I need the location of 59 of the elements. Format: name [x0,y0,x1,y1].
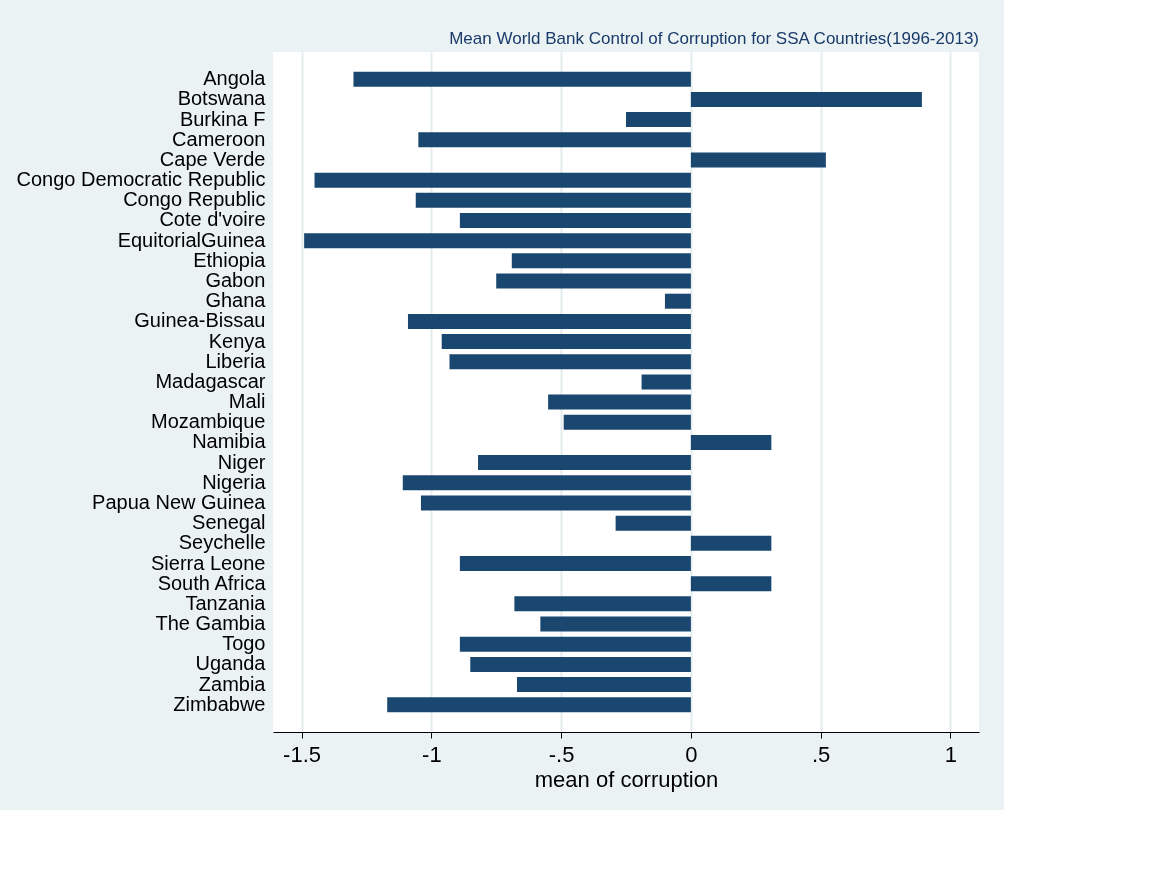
bar [314,172,691,188]
bar [690,152,826,168]
y-tick-label: The Gambia [155,612,267,635]
bar [511,253,691,269]
y-tick-label: EquitorialGuinea [117,228,267,251]
y-tick-label: Angola [203,67,267,90]
y-tick-label: Senegal [192,511,266,534]
bar [459,212,691,228]
bar [548,394,691,410]
y-tick-label: Kenya [208,329,267,352]
x-tick-label: -1.5 [283,741,322,767]
bar [690,434,772,450]
bar [540,616,691,632]
bar [690,576,772,592]
x-axis-title: mean of corruption [534,766,719,792]
x-tick-label: 0 [685,741,698,767]
bar [690,91,922,107]
y-tick-label: Burkina F [179,107,266,130]
x-tick-label: -.5 [548,741,575,767]
bar [664,293,691,309]
bar [420,495,691,511]
y-tick-label: Guinea-Bissau [134,309,266,332]
bar [563,414,691,430]
bar [418,132,691,148]
y-tick-label: Niger [217,450,266,473]
y-tick-label: South Africa [157,571,267,594]
y-tick-label: Ghana [205,289,267,312]
bar [441,334,691,350]
bar [516,677,691,693]
bar [470,656,691,672]
y-tick-label: Zimbabwe [173,692,266,715]
bar [304,233,691,249]
bar [615,515,691,531]
bar [402,475,691,491]
x-tick-label: .5 [811,741,831,767]
chart-title: Mean World Bank Control of Corruption for SSA Countries(1996-2013) [449,29,979,48]
y-tick-label: Madagascar [155,369,266,392]
bar [449,354,691,370]
bar [353,71,691,87]
y-tick-label: Tanzania [185,591,267,614]
bar [407,313,691,329]
bar [478,455,691,471]
y-tick-label: Mozambique [150,410,266,433]
bar [415,192,691,208]
y-tick-label: Cape Verde [159,147,266,170]
bar [387,697,691,713]
x-tick-label: -1 [422,741,442,767]
y-tick-label: Ethiopia [193,248,267,271]
bar [641,374,691,390]
bar [514,596,691,612]
y-tick-label: Togo [222,632,266,655]
x-tick-label: 1 [944,741,958,767]
bar [690,535,772,551]
bar [626,112,691,128]
bar [459,556,691,572]
y-tick-label: Cameroon [172,127,266,150]
bar [459,636,691,652]
y-tick-label: Mali [228,390,266,413]
bar [496,273,691,289]
